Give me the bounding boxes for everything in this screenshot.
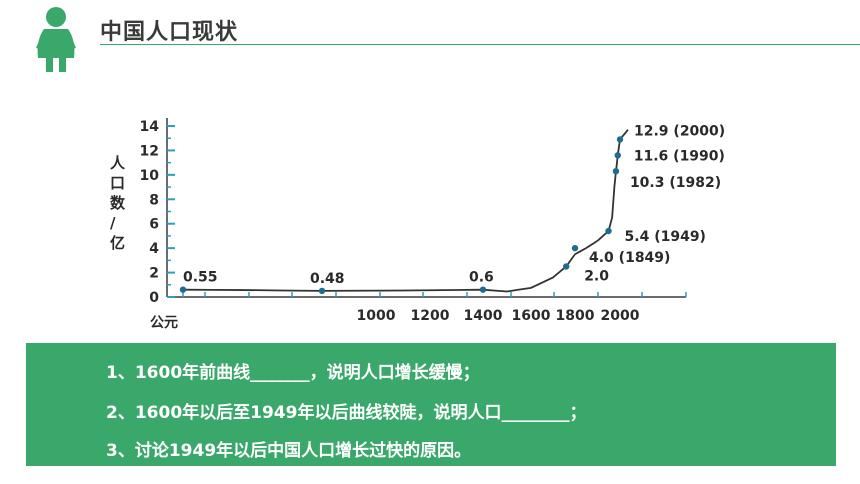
y-tick-label: 4 (149, 241, 159, 257)
person-logo-icon (36, 7, 76, 72)
data-point (605, 227, 612, 235)
y-tick-label: 8 (149, 192, 159, 208)
x-tick-label: 2000 (601, 308, 640, 324)
y-tick-label: 6 (149, 217, 159, 233)
x-tick-label: 1800 (556, 308, 595, 324)
data-label: 12.9 (2000) (634, 123, 725, 139)
data-point (614, 152, 621, 159)
question-panel: 1、1600年前曲线_______，说明人口增长缓慢； 2、1600年以后至19… (26, 343, 836, 466)
question-2: 2、1600年以后至1949年以后曲线较陡，说明人口________； (106, 403, 587, 423)
data-point (479, 286, 487, 293)
x-tick-label: 1400 (464, 308, 503, 324)
data-point (179, 286, 187, 293)
data-label: 0.55 (183, 270, 218, 286)
question-1: 1、1600年前曲线_______，说明人口增长缓慢； (106, 363, 480, 383)
x-tick-label: 1600 (512, 308, 551, 324)
population-curve (182, 129, 629, 293)
data-point (616, 136, 624, 143)
data-label: 11.6 (1990) (634, 148, 725, 164)
y-tick-label: 12 (140, 143, 159, 159)
data-label: 10.3 (1982) (630, 175, 721, 191)
data-point (612, 167, 620, 175)
y-tick-label: 10 (140, 168, 160, 184)
x-tick-label: 1200 (411, 308, 450, 324)
page-title: 中国人口现状 (100, 20, 239, 45)
y-axis-title: 人口数/亿 (110, 154, 126, 252)
x-axis-title: 公元 (150, 315, 178, 331)
data-label: 5.4 (1949) (625, 229, 706, 245)
y-tick-label: 0 (149, 290, 159, 306)
population-chart: 0 2 4 6 8 10 12 14 1000 1200 1400 1600 1800 2000 公元 人口数… (110, 118, 725, 331)
x-tick-label: 1000 (357, 308, 396, 324)
data-point (318, 287, 326, 295)
y-tick-label: 2 (149, 266, 159, 282)
data-point (563, 263, 570, 270)
data-point (571, 244, 579, 252)
data-label: 0.6 (469, 270, 494, 286)
title-divider (100, 44, 860, 45)
data-label: 0.48 (310, 271, 345, 287)
data-label: 2.0 (584, 268, 609, 284)
data-label: 4.0 (1849) (589, 250, 670, 266)
question-3: 3、讨论1949年以后中国人口增长过快的原因。 (106, 441, 472, 461)
y-tick-label: 14 (140, 119, 160, 135)
